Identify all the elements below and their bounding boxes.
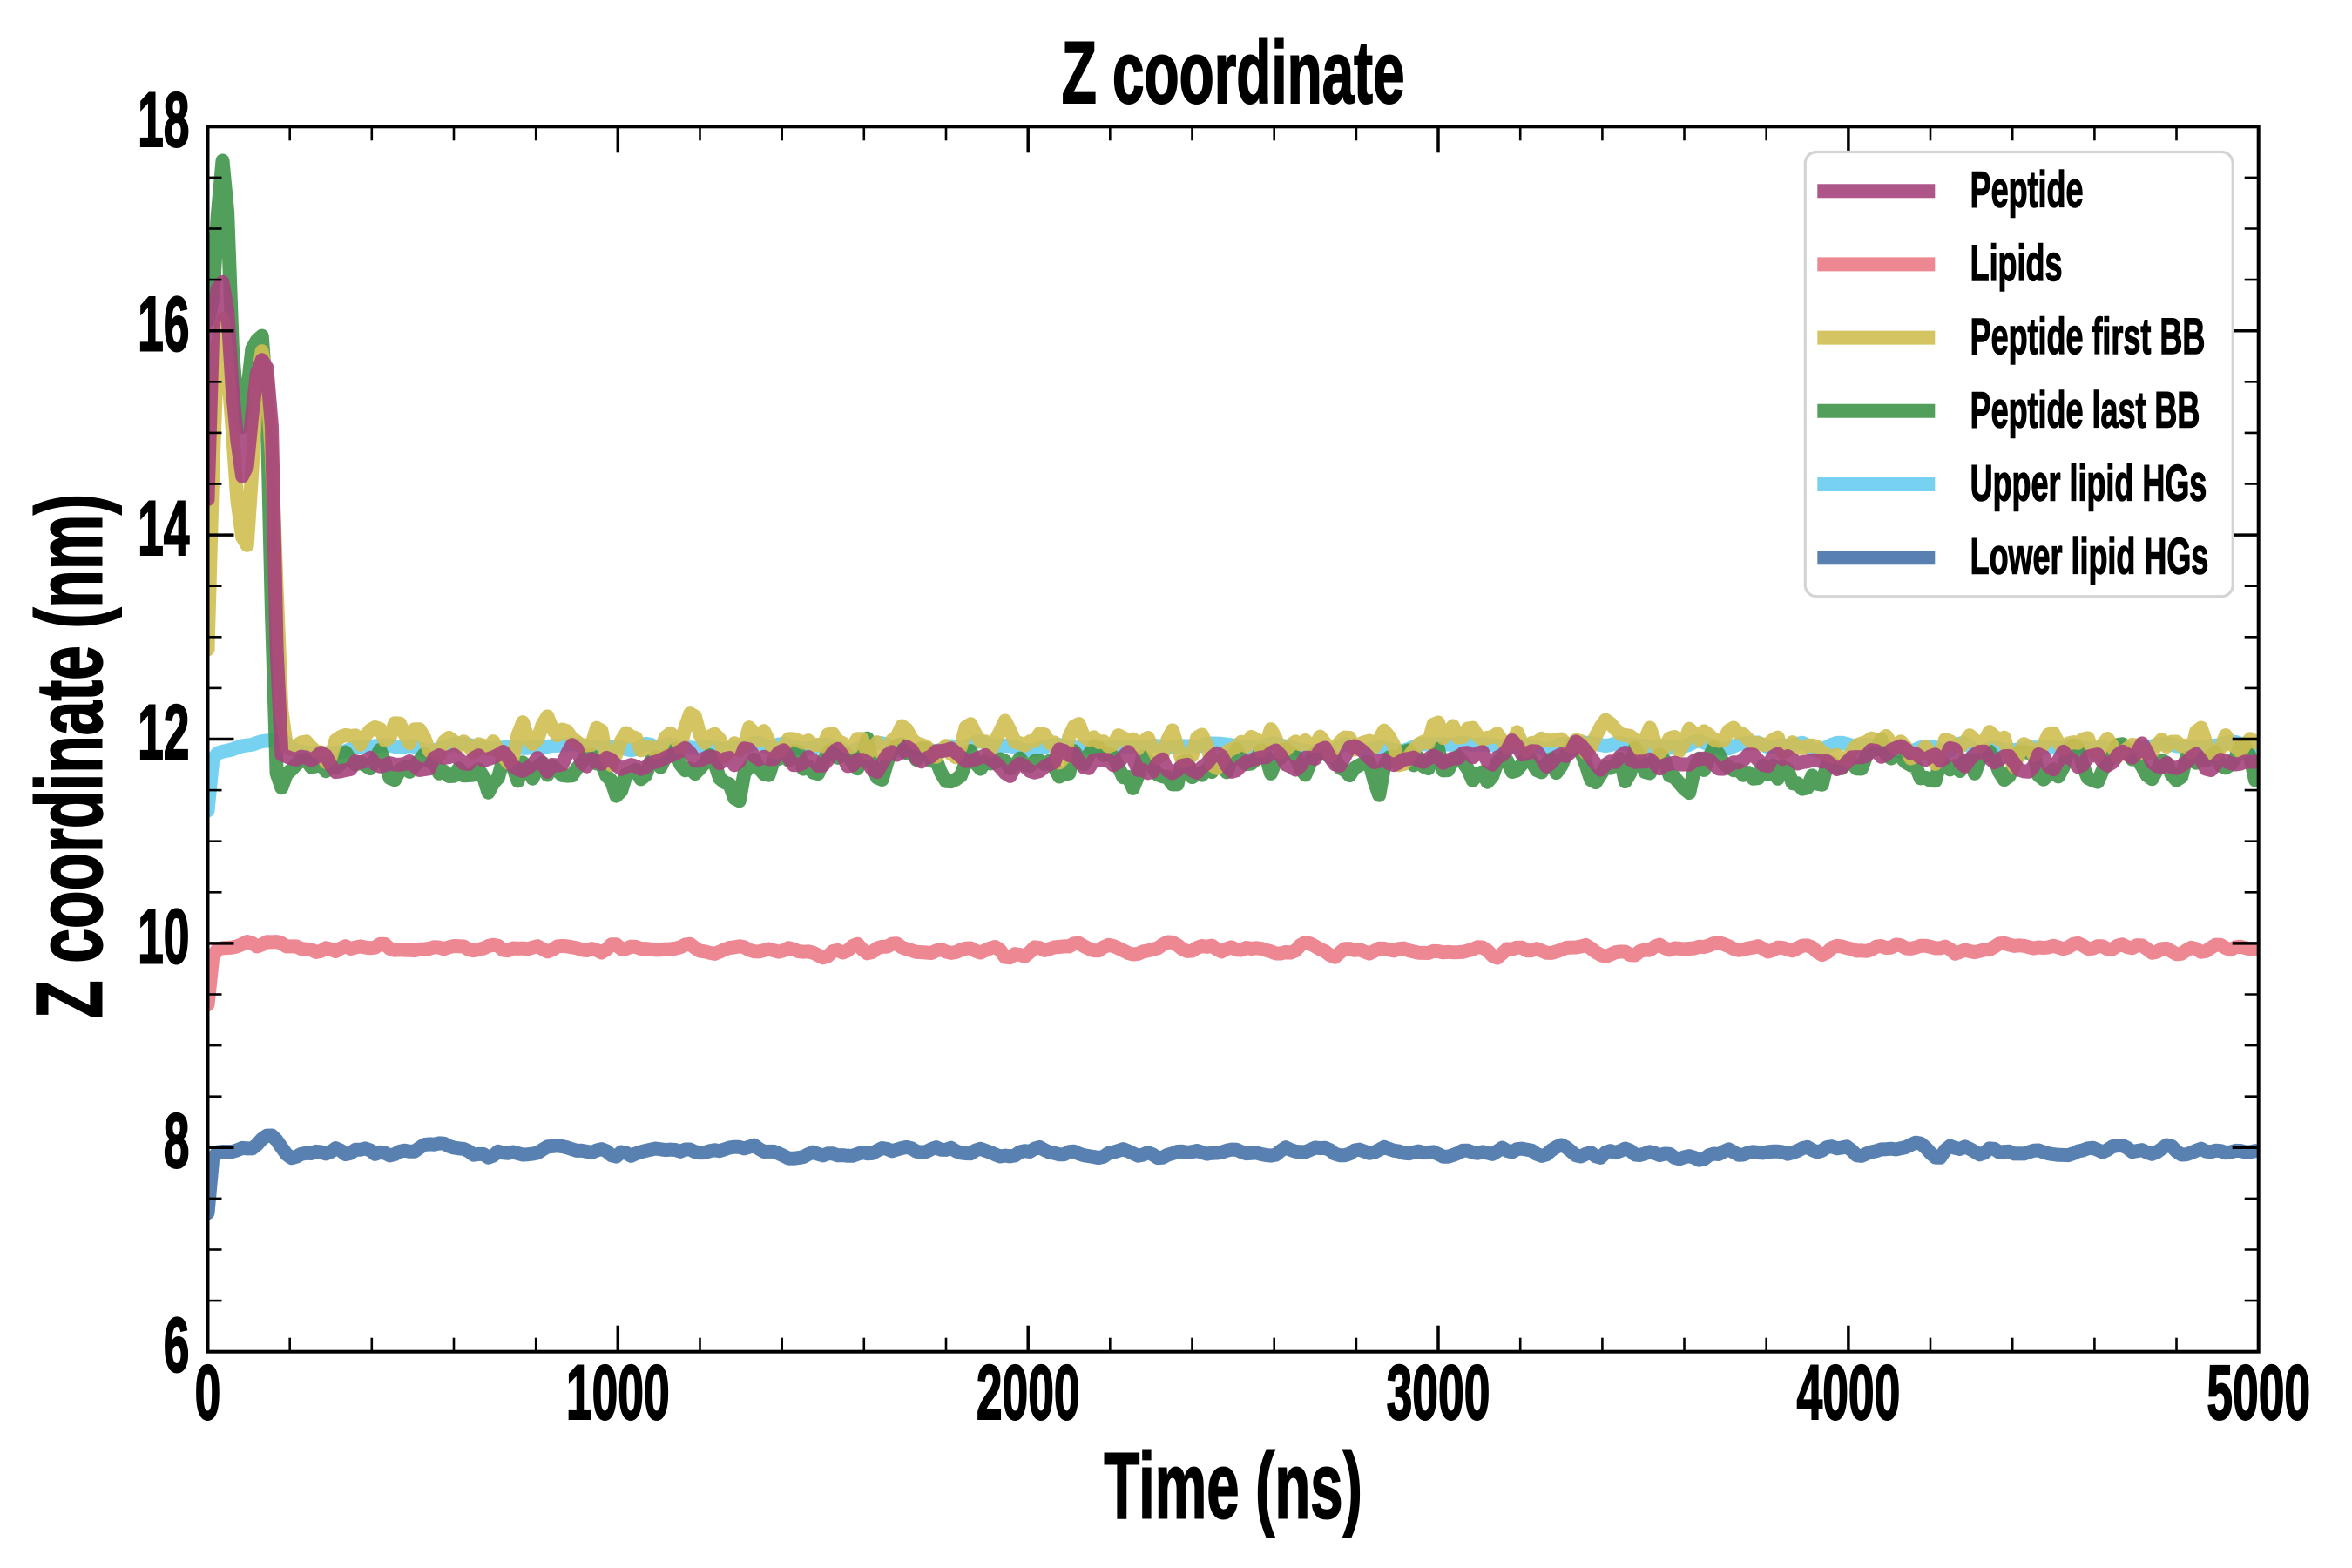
svg-text:0: 0	[195, 1349, 221, 1436]
svg-text:3000: 3000	[1387, 1349, 1490, 1436]
svg-text:Z coordinate: Z coordinate	[1062, 24, 1405, 123]
svg-text:Lipids: Lipids	[1970, 235, 2063, 292]
svg-text:Lower lipid HGs: Lower lipid HGs	[1970, 529, 2209, 585]
svg-text:Peptide last BB: Peptide last BB	[1970, 382, 2200, 439]
svg-text:Peptide: Peptide	[1970, 162, 2084, 219]
svg-text:12: 12	[138, 689, 189, 775]
svg-text:8: 8	[164, 1098, 190, 1184]
svg-text:16: 16	[138, 280, 189, 367]
svg-text:1000: 1000	[566, 1349, 670, 1436]
svg-text:6: 6	[164, 1301, 190, 1388]
svg-text:2000: 2000	[977, 1349, 1080, 1436]
svg-text:14: 14	[138, 485, 190, 571]
svg-text:Peptide first BB: Peptide first BB	[1970, 308, 2206, 365]
svg-text:5000: 5000	[2207, 1349, 2310, 1436]
svg-text:Time (ns): Time (ns)	[1104, 1435, 1362, 1539]
svg-text:10: 10	[138, 894, 189, 980]
svg-text:4000: 4000	[1797, 1349, 1901, 1436]
svg-text:Z coordinate (nm): Z coordinate (nm)	[17, 494, 122, 1018]
svg-text:Upper lipid HGs: Upper lipid HGs	[1970, 456, 2207, 512]
svg-text:18: 18	[138, 77, 189, 163]
